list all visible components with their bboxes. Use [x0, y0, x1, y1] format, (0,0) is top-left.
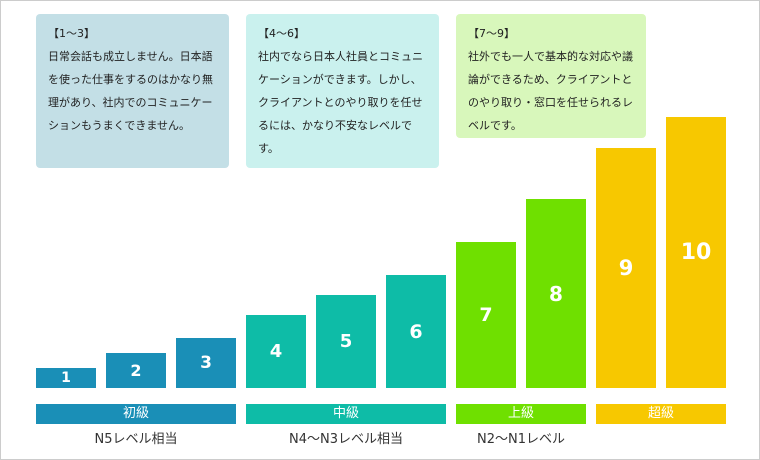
note-box: 【1～3】日常会話も成立しません。日本語を使った仕事をするのはかなり無理があり、…: [36, 14, 229, 168]
note-box: 【4～6】社内でなら日本人社員とコミュニケーションができます。しかし、クライアン…: [246, 14, 439, 168]
group-label: 上級: [456, 404, 586, 424]
level-bar: 2: [106, 353, 166, 388]
note-title: 【4～6】: [258, 27, 305, 40]
level-bar: 8: [526, 199, 586, 388]
level-bar: 3: [176, 338, 236, 388]
note-body: 日常会話も成立しません。日本語を使った仕事をするのはかなり無理があり、社内でのコ…: [48, 50, 213, 132]
group-sublabel: N5レベル相当: [94, 432, 178, 447]
note-body: 社外でも一人で基本的な対応や議論ができるため、クライアントとのやり取り・窓口を任…: [468, 50, 633, 132]
note-body: 社内でなら日本人社員とコミュニケーションができます。しかし、クライアントとのやり…: [258, 50, 423, 155]
level-bar: 10: [666, 117, 726, 388]
level-bar: 4: [246, 315, 306, 388]
level-bar: 7: [456, 242, 516, 388]
level-bar: 5: [316, 295, 376, 388]
level-bar: 1: [36, 368, 96, 388]
group-label: 中級: [246, 404, 446, 424]
group-label: 初級: [36, 404, 236, 424]
note-box: 【7～9】社外でも一人で基本的な対応や議論ができるため、クライアントとのやり取り…: [456, 14, 646, 138]
group-sublabel: N4～N3レベル相当: [289, 432, 403, 447]
level-bar: 9: [596, 148, 656, 388]
note-title: 【7～9】: [468, 27, 515, 40]
note-title: 【1～3】: [48, 27, 95, 40]
level-bar: 6: [386, 275, 446, 388]
group-sublabel: N2～N1レベル: [477, 432, 565, 447]
group-label: 超級: [596, 404, 726, 424]
